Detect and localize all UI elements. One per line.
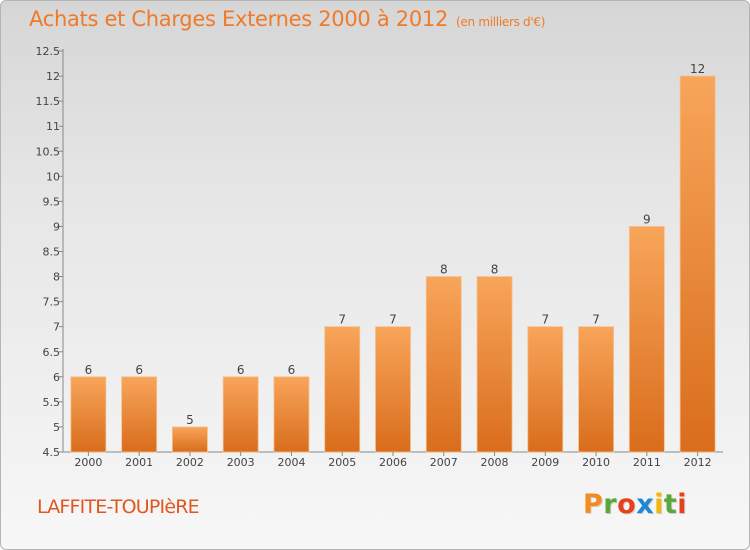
- bar-value-label: 9: [643, 212, 651, 226]
- proxiti-logo: Proxiti: [583, 489, 687, 520]
- bar: [172, 426, 208, 453]
- bar: [679, 75, 716, 453]
- y-tick-label: 9: [53, 220, 60, 233]
- bar-value-label: 7: [389, 313, 397, 327]
- x-tick-label: 2011: [633, 456, 661, 469]
- y-tick-label: 5.5: [43, 396, 61, 409]
- x-tick-label: 2010: [582, 456, 610, 469]
- logo-letter: i: [677, 489, 688, 520]
- bar-value-label: 6: [85, 363, 93, 377]
- logo-letter: o: [617, 489, 637, 520]
- commune-name: LAFFITE-TOUPIèRE: [37, 496, 200, 518]
- x-tick-label: 2002: [176, 456, 204, 469]
- y-tick-label: 8: [53, 271, 60, 284]
- chart-subtitle: (en milliers d'€): [456, 15, 546, 29]
- chart-title-text: Achats et Charges Externes 2000 à 2012: [29, 7, 449, 31]
- x-tick-label: 2003: [227, 456, 255, 469]
- bar: [324, 326, 361, 453]
- bar-value-label: 8: [491, 263, 499, 277]
- y-tick-label: 11: [46, 120, 60, 133]
- x-tick-label: 2012: [684, 456, 712, 469]
- x-tick-label: 2000: [74, 456, 102, 469]
- bar: [425, 276, 462, 453]
- bar: [273, 376, 310, 453]
- x-tick-label: 2009: [531, 456, 559, 469]
- x-tick-label: 2005: [328, 456, 356, 469]
- y-tick-label: 7: [53, 321, 60, 334]
- y-tick-label: 5: [53, 421, 60, 434]
- y-tick-label: 12: [46, 70, 60, 83]
- bar-value-label: 7: [541, 313, 549, 327]
- bar-value-label: 12: [690, 62, 705, 76]
- x-tick-label: 2004: [277, 456, 305, 469]
- chart-title: Achats et Charges Externes 2000 à 2012 (e…: [29, 7, 545, 31]
- logo-letter: x: [636, 489, 655, 520]
- bar: [527, 326, 564, 453]
- x-tick-label: 2006: [379, 456, 407, 469]
- y-tick-label: 9.5: [43, 195, 61, 208]
- bar-value-label: 7: [592, 313, 600, 327]
- y-tick-label: 10: [46, 170, 60, 183]
- bar: [578, 326, 614, 453]
- bar-value-label: 6: [288, 363, 296, 377]
- y-tick-label: 4.5: [43, 446, 61, 459]
- logo-letter: r: [603, 489, 618, 520]
- x-tick-label: 2007: [430, 456, 458, 469]
- logo-letter: i: [654, 489, 664, 520]
- bar-value-label: 6: [135, 363, 143, 377]
- y-tick-label: 8.5: [43, 246, 61, 259]
- bar-value-label: 5: [186, 413, 194, 427]
- bar: [628, 226, 665, 453]
- bar: [476, 276, 513, 453]
- logo-letter: P: [583, 489, 604, 520]
- bar: [121, 376, 158, 453]
- y-tick-label: 10.5: [36, 145, 61, 158]
- y-tick-label: 12.5: [36, 45, 61, 58]
- x-tick-label: 2008: [481, 456, 509, 469]
- bar-value-label: 7: [338, 313, 346, 327]
- bar: [222, 376, 259, 453]
- y-tick-label: 7.5: [43, 296, 61, 309]
- y-tick-label: 6.5: [43, 346, 61, 359]
- y-tick-label: 6: [53, 371, 60, 384]
- logo-letter: t: [663, 489, 678, 520]
- bar-value-label: 8: [440, 263, 448, 277]
- bar: [70, 376, 107, 453]
- y-tick-label: 11.5: [36, 95, 61, 108]
- x-tick-label: 2001: [125, 456, 153, 469]
- bar-value-label: 6: [237, 363, 245, 377]
- bar: [375, 326, 411, 453]
